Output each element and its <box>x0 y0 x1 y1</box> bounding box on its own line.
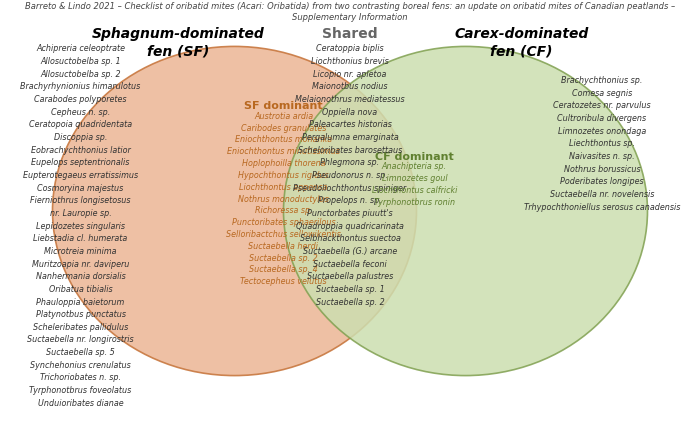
Text: Phauloppia baietorum: Phauloppia baietorum <box>36 298 125 306</box>
Text: Liochthonius brevis: Liochthonius brevis <box>311 57 389 66</box>
Text: Microtreia minima: Microtreia minima <box>44 247 117 256</box>
Text: Scheleribates pallidulus: Scheleribates pallidulus <box>33 323 128 332</box>
Text: Tectocepheus velutus: Tectocepheus velutus <box>240 277 327 286</box>
Text: Eniochthontus mohanka: Eniochthontus mohanka <box>235 135 332 144</box>
Text: Nothrus monoductylus: Nothrus monoductylus <box>238 195 329 203</box>
Text: SF dominant: SF dominant <box>244 101 323 111</box>
Text: Suctaebella herdi: Suctaebella herdi <box>248 242 318 251</box>
Text: Achipreria celeoptrate: Achipreria celeoptrate <box>36 44 125 53</box>
Text: Licopio nr. apletoa: Licopio nr. apletoa <box>314 70 386 78</box>
Text: Allosuctobelba sp. 1: Allosuctobelba sp. 1 <box>40 57 121 66</box>
Text: Platynotbus punctatus: Platynotbus punctatus <box>36 310 125 319</box>
Text: Selloribactchus sellowikentis: Selloribactchus sellowikentis <box>226 230 341 239</box>
Text: Phlegmona sp.: Phlegmona sp. <box>321 158 379 167</box>
Text: Pseudoliochthontus spiniger: Pseudoliochthontus spiniger <box>293 184 407 192</box>
Text: Suctaebella nr. longirostris: Suctaebella nr. longirostris <box>27 335 134 344</box>
Text: Suctaebella palustres: Suctaebella palustres <box>307 272 393 281</box>
Text: Richoressa sp.: Richoressa sp. <box>255 206 312 215</box>
Text: Caribodes granulates: Caribodes granulates <box>241 124 326 133</box>
Text: CF dominant: CF dominant <box>375 152 454 162</box>
Text: Trhypochthoniellus serosus canadensis: Trhypochthoniellus serosus canadensis <box>524 203 680 211</box>
Text: Nothrus borussicus: Nothrus borussicus <box>564 165 640 173</box>
Text: Cosmoryina majestus: Cosmoryina majestus <box>37 184 124 192</box>
Text: Selbhackthontus suectoa: Selbhackthontus suectoa <box>300 234 400 243</box>
Text: Limnozetes goul: Limnozetes goul <box>382 174 447 183</box>
Text: Suctaebella sp. 5: Suctaebella sp. 5 <box>46 348 115 357</box>
Text: Eupelops septentrionalis: Eupelops septentrionalis <box>32 158 130 167</box>
Text: Quadroppia quadricarinata: Quadroppia quadricarinata <box>296 222 404 230</box>
Text: Muritzoapia nr. daviperu: Muritzoapia nr. daviperu <box>32 260 130 268</box>
Text: Barreto & Lindo 2021 – Checklist of oribatid mites (Acari: Oribatida) from two c: Barreto & Lindo 2021 – Checklist of orib… <box>25 2 675 11</box>
Text: Naivasites n. sp.: Naivasites n. sp. <box>569 152 635 161</box>
Text: Nanhermania dorsialis: Nanhermania dorsialis <box>36 272 125 281</box>
Text: Unduioribates dianae: Unduioribates dianae <box>38 399 123 408</box>
Text: Cultroribula divergens: Cultroribula divergens <box>557 114 647 123</box>
Text: Suctaebella feconi: Suctaebella feconi <box>313 260 387 268</box>
Text: Ceratopoia quadridentata: Ceratopoia quadridentata <box>29 120 132 129</box>
Text: Fierniothrus longisetosus: Fierniothrus longisetosus <box>30 196 131 205</box>
Text: Suctaebella sp. 1: Suctaebella sp. 1 <box>316 285 384 294</box>
Text: Eobrachychthonius latior: Eobrachychthonius latior <box>31 146 130 154</box>
Text: Synchehonius crenulatus: Synchehonius crenulatus <box>30 361 131 370</box>
Text: Limnozetes onondaga: Limnozetes onondaga <box>558 127 646 135</box>
Text: Austrotia ardia: Austrotia ardia <box>254 112 313 121</box>
Text: Eniochthontus minutissimus: Eniochthontus minutissimus <box>227 147 340 156</box>
Text: Oribatua tibialis: Oribatua tibialis <box>49 285 112 294</box>
Text: Poderibates longipes: Poderibates longipes <box>560 177 644 186</box>
Text: Tyrphonotbrus ronin: Tyrphonotbrus ronin <box>374 198 455 207</box>
Text: Trichoriobates n. sp.: Trichoriobates n. sp. <box>40 373 121 382</box>
Text: Maionotbus nodius: Maionotbus nodius <box>312 82 388 91</box>
Text: Punctorbates piuutt's: Punctorbates piuutt's <box>307 209 393 218</box>
Text: Hoplophoilla thorena: Hoplophoilla thorena <box>241 159 326 168</box>
Text: Anachipteria sp.: Anachipteria sp. <box>382 162 447 171</box>
Text: Tyrphonotbrus foveolatus: Tyrphonotbrus foveolatus <box>29 386 132 395</box>
Text: Hypochthontus rigidus: Hypochthontus rigidus <box>238 171 329 180</box>
Text: Liochthontus appensa: Liochthontus appensa <box>239 183 328 192</box>
Text: nr. Lauropie sp.: nr. Lauropie sp. <box>50 209 111 218</box>
Text: Shared: Shared <box>322 27 378 41</box>
Text: Cepheus n. sp.: Cepheus n. sp. <box>51 108 110 116</box>
Text: Liebstadia cl. humerata: Liebstadia cl. humerata <box>34 234 127 243</box>
Text: Brachyrhynionius himarulotus: Brachyrhynionius himarulotus <box>20 82 141 91</box>
Text: Propelops n. sp.: Propelops n. sp. <box>318 196 382 205</box>
Text: Allosuctobelba sp. 2: Allosuctobelba sp. 2 <box>40 70 121 78</box>
Text: Carex-dominated
fen (CF): Carex-dominated fen (CF) <box>454 27 589 59</box>
Text: Suctaebella (G.) arcane: Suctaebella (G.) arcane <box>303 247 397 256</box>
Text: Carabodes polyporetes: Carabodes polyporetes <box>34 95 127 104</box>
Text: Ceratoppia biplis: Ceratoppia biplis <box>316 44 384 53</box>
Text: Pseudonorus n. sp.: Pseudonorus n. sp. <box>312 171 388 180</box>
Ellipse shape <box>52 46 416 376</box>
Text: Discoppia sp.: Discoppia sp. <box>54 133 107 142</box>
Text: Scheloribates barosettaus: Scheloribates barosettaus <box>298 146 402 154</box>
Text: Sphagnum-dominated
fen (SF): Sphagnum-dominated fen (SF) <box>92 27 265 59</box>
Text: Paleacartes historias: Paleacartes historias <box>309 120 391 129</box>
Text: Ceratozetes nr. parvulus: Ceratozetes nr. parvulus <box>553 101 651 110</box>
Text: Melaionothrus mediatessus: Melaionothrus mediatessus <box>295 95 405 104</box>
Text: Oppiella nova: Oppiella nova <box>323 108 377 116</box>
Text: Liechthontus sp.: Liechthontus sp. <box>569 139 635 148</box>
Text: Liochthontus calfricki: Liochthontus calfricki <box>372 186 457 195</box>
Text: Pergalumna emarginata: Pergalumna emarginata <box>302 133 398 142</box>
Text: Punctoribates sphaerilous: Punctoribates sphaerilous <box>232 218 335 227</box>
Text: Lepidozetes singularis: Lepidozetes singularis <box>36 222 125 230</box>
Text: Eupterotegaeus erratissimus: Eupterotegaeus erratissimus <box>23 171 138 180</box>
Text: Suctaebella sp. 2: Suctaebella sp. 2 <box>249 254 318 262</box>
Ellipse shape <box>284 46 648 376</box>
Text: Brachychthonius sp.: Brachychthonius sp. <box>561 76 643 85</box>
Text: Supplementary Information: Supplementary Information <box>293 13 407 22</box>
Text: Suctaebella sp. 4: Suctaebella sp. 4 <box>249 265 318 274</box>
Text: Suctaebella nr. novelensis: Suctaebella nr. novelensis <box>550 190 654 199</box>
Text: Suctaebella sp. 2: Suctaebella sp. 2 <box>316 298 384 306</box>
Text: Comesa segnis: Comesa segnis <box>572 89 632 97</box>
